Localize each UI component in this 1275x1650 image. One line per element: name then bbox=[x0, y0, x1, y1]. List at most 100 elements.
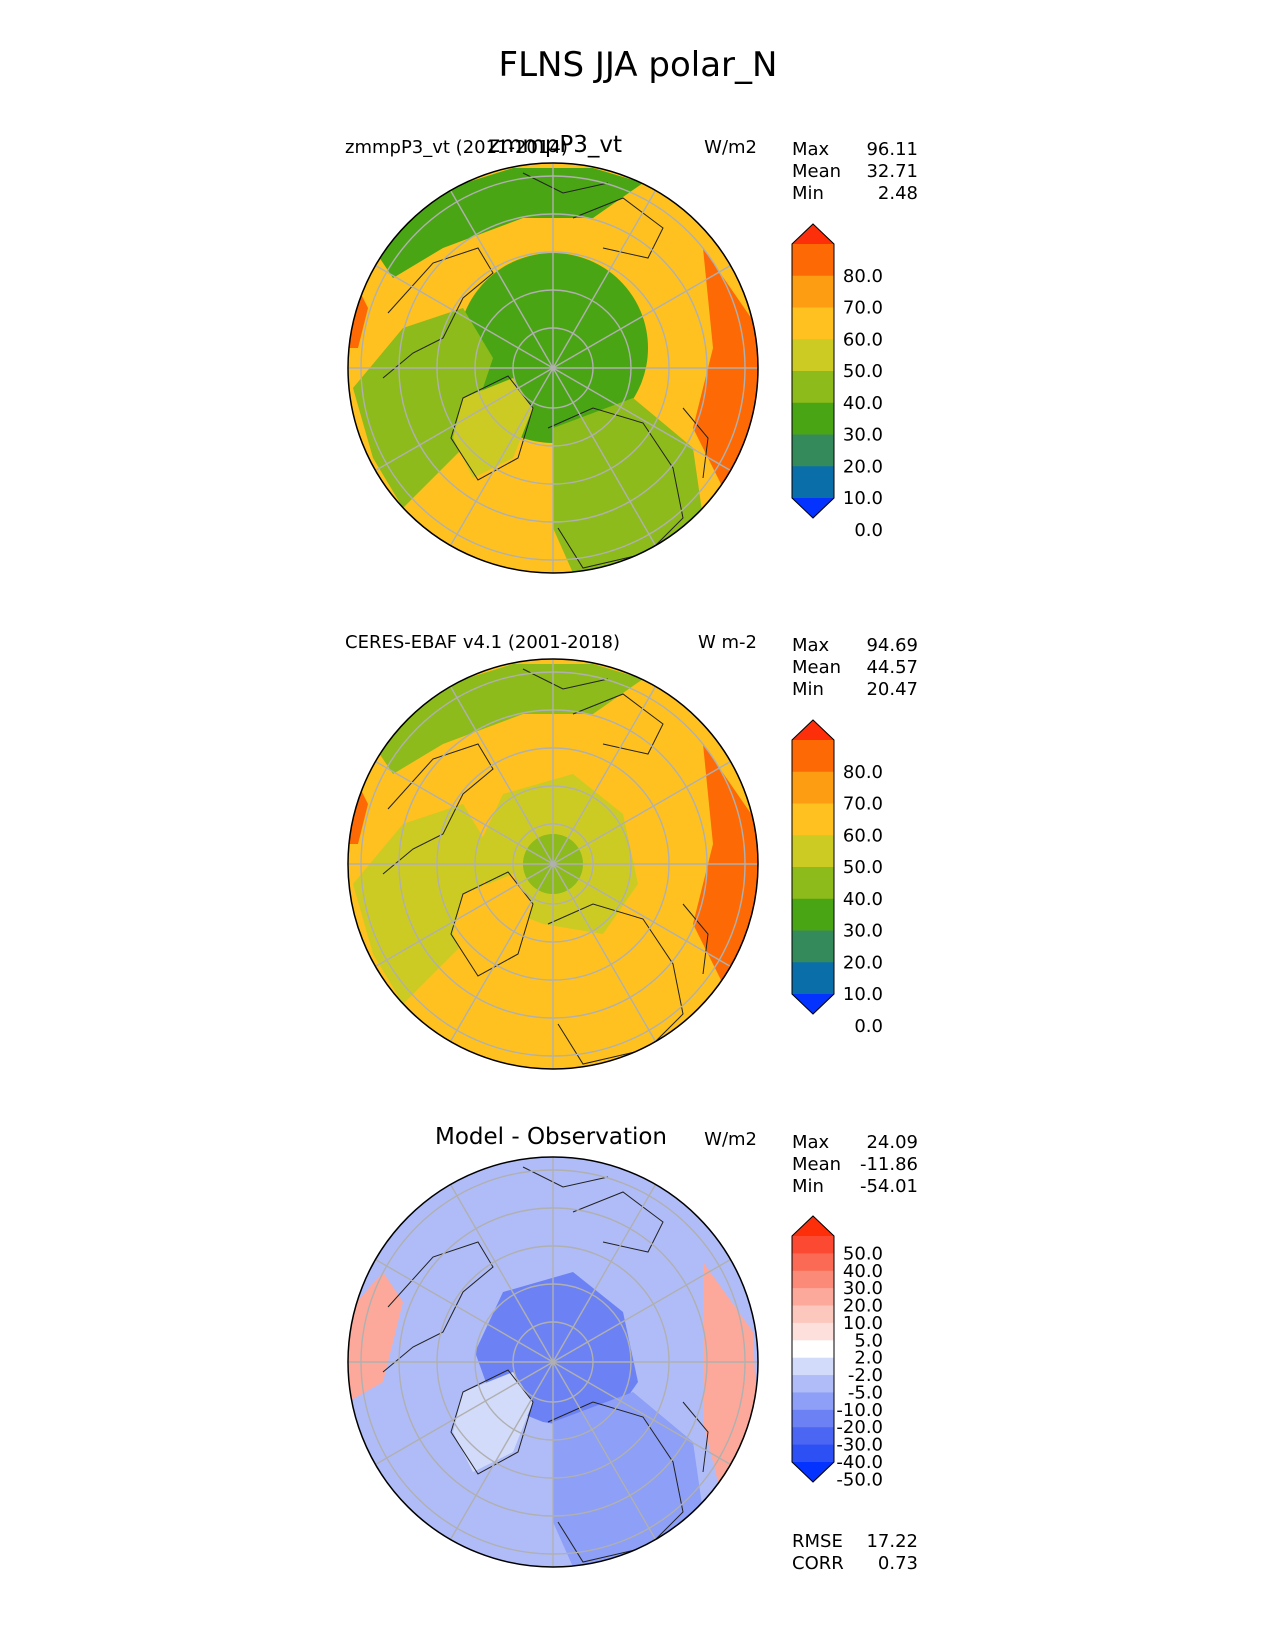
colorbar-tick-label: 0.0 bbox=[854, 520, 883, 541]
colorbar-tick-label: -50.0 bbox=[836, 1469, 883, 1490]
meridian-line bbox=[375, 264, 554, 369]
stat-label-mean: Mean bbox=[792, 657, 841, 678]
colorbar-tick-label: 20.0 bbox=[843, 952, 883, 973]
panel-test-colorbar: 80.0 70.0 60.0 50.0 40.0 30.0 20.0 10.0 0.0 bbox=[791, 223, 883, 541]
coastline bbox=[522, 172, 609, 194]
colorbar-bin bbox=[792, 275, 834, 308]
colorbar-bin bbox=[792, 1427, 834, 1446]
panel-difference-units: W/m2 bbox=[704, 1129, 757, 1150]
colorbar-bin bbox=[792, 244, 834, 277]
coastline bbox=[547, 407, 684, 569]
colorbar-tick-label: 70.0 bbox=[843, 794, 883, 815]
panel-test: zmmpP3_vt zmmpP3_vt (2011-2014) W/m2 Max… bbox=[345, 132, 918, 574]
colorbar-bin bbox=[792, 740, 834, 773]
colorbar-bin bbox=[792, 1253, 834, 1272]
colorbar-bin bbox=[792, 434, 834, 467]
colorbar-extend-min bbox=[792, 994, 834, 1014]
map-field bbox=[348, 1157, 758, 1567]
colorbar-bin bbox=[792, 1305, 834, 1324]
colorbar-bin bbox=[792, 1270, 834, 1289]
colorbar-extend-max bbox=[792, 1216, 834, 1236]
stat-value-mean: 32.71 bbox=[866, 161, 918, 182]
meridian-line bbox=[552, 1361, 731, 1466]
coastline bbox=[547, 903, 684, 1065]
colorbar-tick-label: -5.0 bbox=[848, 1382, 883, 1403]
colorbar-bin bbox=[792, 466, 834, 499]
colorbar-tick-label: -30.0 bbox=[836, 1435, 883, 1456]
colorbar-outline bbox=[791, 223, 835, 519]
colorbar-tick-label: -10.0 bbox=[836, 1400, 883, 1421]
colorbar-bin bbox=[792, 803, 834, 836]
colorbar-bin bbox=[792, 1375, 834, 1393]
panel-test-map bbox=[347, 162, 759, 574]
colorbar-tick-label: 50.0 bbox=[843, 361, 883, 382]
colorbar-tick-label: -20.0 bbox=[836, 1417, 883, 1438]
graticule bbox=[348, 163, 758, 573]
colorbar-bin bbox=[792, 1340, 834, 1359]
coastline bbox=[682, 1401, 709, 1473]
panel-reference-map bbox=[347, 658, 759, 1070]
meridian-line bbox=[552, 686, 657, 865]
metric-value-rmse: 17.22 bbox=[866, 1531, 918, 1552]
colorbar-bin bbox=[792, 1357, 834, 1376]
colorbar-tick-label: 30.0 bbox=[843, 425, 883, 446]
stat-label-max: Max bbox=[792, 1132, 830, 1153]
coastline bbox=[450, 375, 534, 481]
coastline bbox=[382, 247, 494, 379]
stat-value-min: 2.48 bbox=[878, 183, 918, 204]
panel-difference-title: Model - Observation bbox=[435, 1124, 667, 1150]
colorbar-tick-label: 0.0 bbox=[854, 1016, 883, 1037]
meridian-line bbox=[449, 190, 554, 369]
meridian-line bbox=[375, 1258, 554, 1363]
metric-label-rmse: RMSE bbox=[792, 1531, 843, 1552]
colorbar-tick-label: 2.0 bbox=[854, 1348, 883, 1369]
colorbar-tick-label: 30.0 bbox=[843, 921, 883, 942]
meridian-line bbox=[552, 1258, 731, 1363]
coastline bbox=[450, 1369, 534, 1475]
colorbar-tick-label: 20.0 bbox=[843, 456, 883, 477]
meridian-line bbox=[449, 1361, 554, 1540]
colorbar-tick-label: 40.0 bbox=[843, 393, 883, 414]
panel-reference-left-label: CERES-EBAF v4.1 (2001-2018) bbox=[345, 632, 620, 653]
meridian-line bbox=[375, 863, 554, 968]
meridian-line bbox=[552, 760, 731, 865]
stat-label-mean: Mean bbox=[792, 1154, 841, 1175]
colorbar-tick-label: 80.0 bbox=[843, 762, 883, 783]
meridian-line bbox=[552, 264, 731, 369]
field-region-north-america bbox=[353, 308, 493, 508]
meridian-line bbox=[449, 367, 554, 546]
field-region-greenland bbox=[453, 378, 533, 478]
colorbar-tick-label: 60.0 bbox=[843, 329, 883, 350]
meridian-line bbox=[375, 1361, 554, 1466]
coastline bbox=[547, 1401, 684, 1563]
field-region-north-america bbox=[353, 804, 493, 1004]
colorbar-bin bbox=[792, 1392, 834, 1411]
meridian-line bbox=[552, 367, 731, 472]
colorbar-bin bbox=[792, 898, 834, 931]
colorbar-bin bbox=[792, 962, 834, 995]
colorbar-bin bbox=[792, 1444, 834, 1463]
colorbar-bin bbox=[792, 835, 834, 868]
colorbar-bin bbox=[792, 771, 834, 804]
colorbar-bin bbox=[792, 402, 834, 435]
colorbar-bin bbox=[792, 1322, 834, 1341]
colorbar-bin bbox=[792, 339, 834, 372]
stat-value-max: 24.09 bbox=[866, 1132, 918, 1153]
stat-label-min: Min bbox=[792, 679, 824, 700]
graticule bbox=[348, 1157, 758, 1567]
meridian-line bbox=[552, 190, 657, 369]
colorbar-tick-label: 10.0 bbox=[843, 984, 883, 1005]
colorbar-outline bbox=[791, 719, 835, 1015]
stat-label-max: Max bbox=[792, 139, 830, 160]
coastline bbox=[522, 1166, 609, 1188]
colorbar-extend-min bbox=[792, 498, 834, 518]
map-boundary bbox=[347, 162, 759, 574]
stat-value-mean: 44.57 bbox=[866, 657, 918, 678]
meridian-line bbox=[552, 1184, 657, 1363]
panel-difference-stats: Max 24.09 Mean -11.86 Min -54.01 bbox=[792, 1132, 918, 1197]
meridian-line bbox=[552, 1361, 657, 1540]
colorbar-bin bbox=[792, 371, 834, 404]
stat-label-max: Max bbox=[792, 635, 830, 656]
coastline bbox=[572, 1191, 664, 1253]
